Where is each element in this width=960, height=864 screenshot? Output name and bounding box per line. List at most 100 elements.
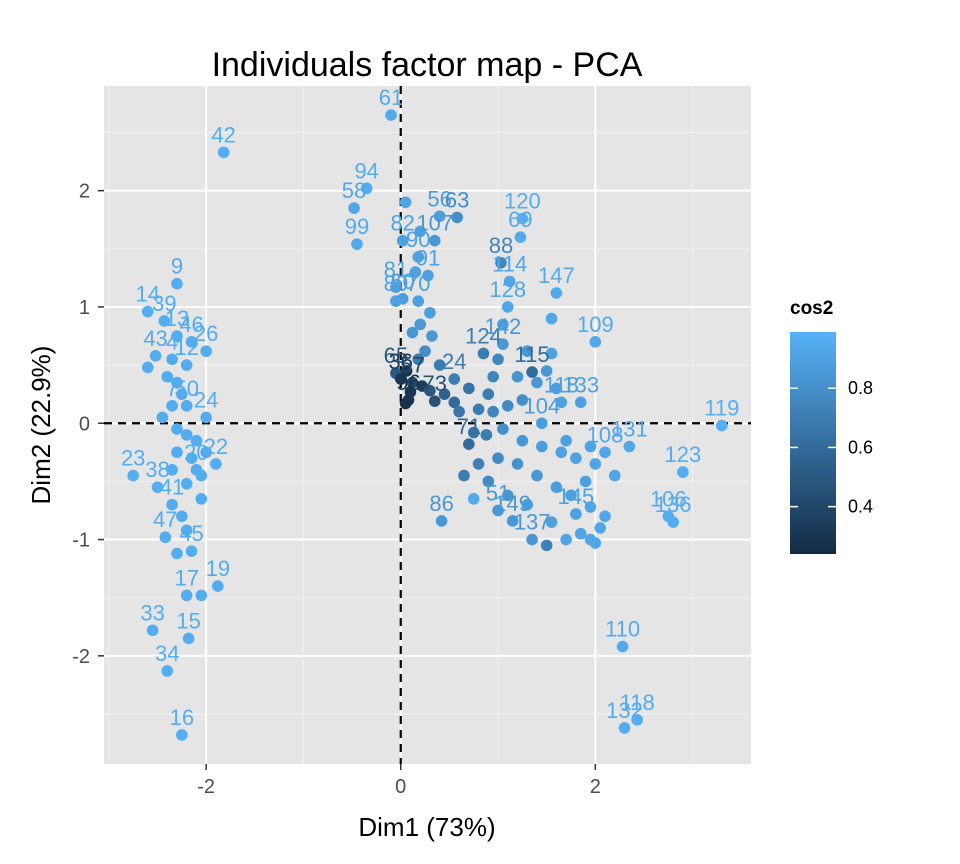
data-point	[422, 269, 434, 282]
color-legend: cos2 0.4 0.6 0.8	[790, 298, 873, 554]
data-point	[506, 515, 519, 527]
data-point	[141, 361, 154, 374]
data-point	[185, 545, 198, 557]
data-point-label: 131	[611, 417, 648, 442]
data-point	[419, 345, 431, 357]
data-point	[151, 481, 164, 494]
data-point-label: 123	[665, 442, 702, 467]
data-point	[618, 722, 631, 734]
data-point	[412, 295, 425, 307]
data-point	[482, 388, 495, 400]
data-point	[396, 234, 409, 247]
data-point-label: 91	[416, 246, 440, 271]
data-point-label: 82	[390, 211, 414, 236]
data-point	[574, 396, 587, 409]
data-point	[492, 353, 504, 366]
data-point-label: 17	[174, 565, 198, 590]
data-point	[589, 458, 602, 470]
data-point	[412, 251, 425, 263]
data-point-label: 43	[143, 326, 167, 351]
data-point-label: 142	[485, 314, 522, 339]
data-point	[159, 531, 172, 544]
data-point	[560, 434, 572, 447]
data-point	[390, 281, 402, 293]
data-point-label: 106	[650, 486, 687, 511]
data-point-label: 51	[486, 480, 510, 505]
data-point	[545, 347, 558, 360]
data-point-label: 145	[558, 484, 595, 509]
data-point-label: 24	[442, 349, 466, 374]
data-point	[182, 632, 195, 645]
legend-colorbar	[790, 332, 836, 554]
data-point-label: 36	[389, 349, 413, 374]
data-point-label: 70	[406, 271, 430, 296]
data-point	[348, 202, 360, 214]
data-point	[406, 376, 419, 389]
data-point-label: 107	[416, 211, 453, 236]
data-point	[385, 109, 397, 121]
data-point	[217, 146, 230, 159]
data-point	[394, 373, 407, 385]
data-point	[414, 225, 427, 238]
data-point-label: 109	[577, 312, 614, 337]
data-point	[156, 411, 169, 424]
legend-tick-label: 0.8	[848, 378, 873, 398]
data-point	[594, 522, 606, 534]
data-point	[482, 475, 495, 488]
data-point	[497, 423, 509, 435]
data-point	[550, 382, 563, 395]
data-point-label: 88	[489, 233, 513, 258]
y-axis-ticks: -2 -1 0 1 2	[72, 181, 104, 668]
data-point	[599, 446, 611, 459]
data-point-label: 114	[492, 251, 527, 276]
data-point	[608, 469, 621, 482]
data-point	[511, 370, 524, 383]
data-point	[495, 256, 507, 269]
data-point	[166, 353, 178, 366]
data-point	[176, 729, 188, 741]
chart-title: Individuals factor map - PCA	[212, 46, 643, 84]
data-point	[579, 475, 592, 488]
data-point	[487, 370, 499, 383]
data-point	[200, 446, 212, 459]
data-point	[458, 469, 470, 482]
data-point	[360, 182, 373, 195]
data-point	[412, 353, 425, 366]
data-point	[149, 350, 162, 362]
data-point-label: 26	[194, 321, 218, 346]
data-point	[428, 395, 441, 407]
data-point	[180, 589, 193, 602]
data-point	[497, 338, 509, 350]
data-point-label: 12	[174, 335, 198, 360]
x-tick-label: -2	[197, 776, 215, 798]
data-point-label: 20	[184, 440, 208, 465]
data-point	[536, 417, 548, 430]
data-point	[127, 469, 139, 482]
data-point	[171, 376, 183, 389]
data-point-label: 96	[396, 370, 420, 395]
data-point	[599, 510, 611, 523]
data-point-label: 119	[704, 396, 739, 421]
data-point	[210, 458, 222, 470]
y-axis-title: Dim2 (22.9%)	[26, 346, 56, 505]
data-point	[555, 396, 568, 409]
data-point-label: 33	[140, 600, 164, 625]
data-point	[424, 306, 436, 319]
data-points	[127, 109, 728, 741]
data-point	[584, 440, 597, 453]
data-point-label: 57	[400, 353, 424, 378]
data-point	[550, 287, 563, 299]
data-point-label: 132	[606, 698, 643, 723]
data-point	[185, 452, 198, 464]
data-point	[414, 318, 427, 331]
data-point	[516, 434, 529, 447]
data-point	[428, 234, 441, 247]
data-point	[501, 489, 514, 502]
data-point	[545, 516, 558, 528]
y-tick-label: 1	[79, 297, 90, 319]
data-point	[200, 345, 212, 357]
data-point	[589, 336, 602, 348]
data-point-label: 128	[489, 277, 526, 302]
data-point	[584, 501, 597, 513]
